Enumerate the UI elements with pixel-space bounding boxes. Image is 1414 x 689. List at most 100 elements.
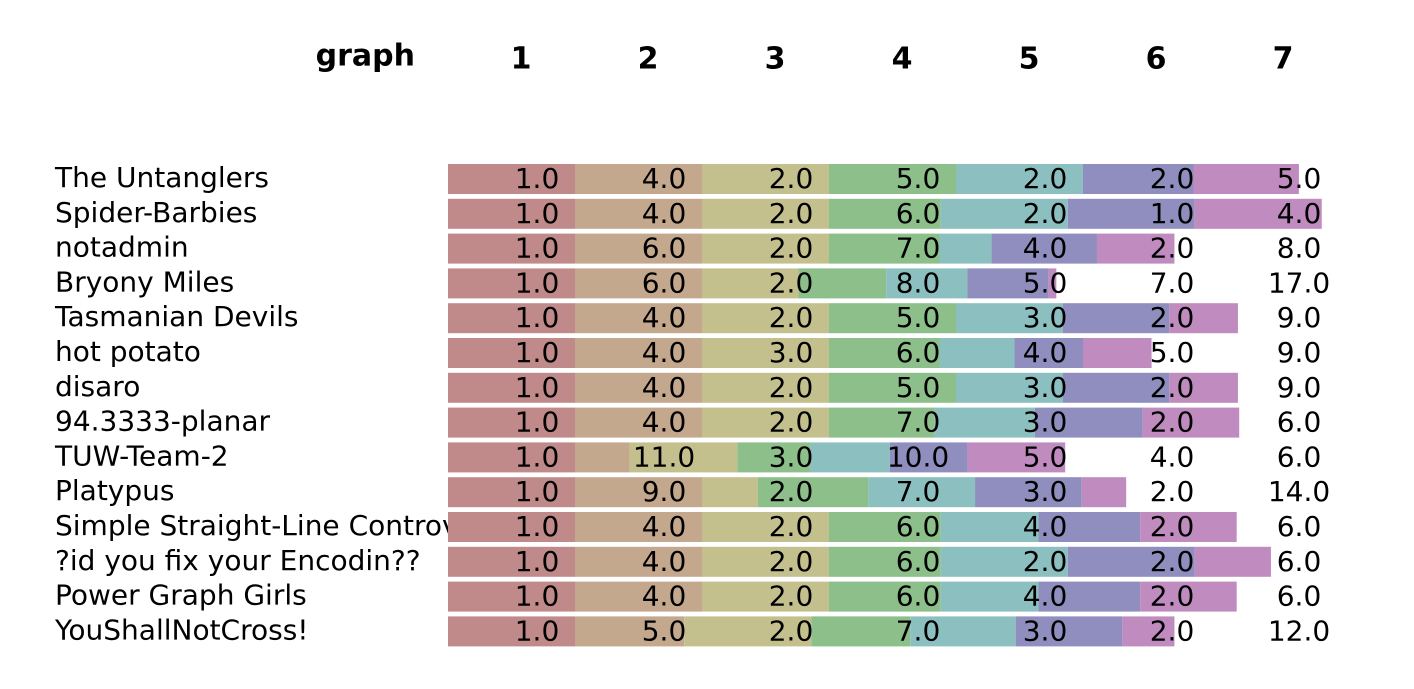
score-segment <box>702 198 829 229</box>
rank-value: 2.0 <box>1150 545 1195 578</box>
score-segment <box>868 477 976 508</box>
score-segment <box>1083 164 1194 194</box>
score-segment <box>829 512 941 542</box>
rank-value: 6.0 <box>896 510 941 543</box>
score-segment <box>629 442 738 473</box>
rank-value: 4.0 <box>1023 336 1068 369</box>
rank-value: 2.0 <box>1150 162 1195 195</box>
score-segment <box>702 546 829 577</box>
rank-value: 7.0 <box>896 232 941 265</box>
rank-value: 12.0 <box>1268 614 1330 647</box>
rank-value: 7.0 <box>1150 266 1195 299</box>
rank-value: 3.0 <box>1023 371 1068 404</box>
rank-value: 3.0 <box>1023 475 1068 508</box>
score-segment <box>829 546 941 577</box>
rank-value: 1.0 <box>515 162 560 195</box>
column-header: 4 <box>892 42 913 77</box>
rank-value: 2.0 <box>1023 545 1068 578</box>
score-segment <box>702 303 829 334</box>
rank-value: 1.0 <box>515 475 560 508</box>
column-header: 3 <box>765 42 786 77</box>
score-segment <box>939 233 992 264</box>
rank-value: 2.0 <box>769 406 814 439</box>
score-segment <box>910 616 1016 647</box>
rank-value: 3.0 <box>1023 406 1068 439</box>
score-segment <box>940 546 1068 577</box>
rank-value: 1.0 <box>1150 197 1195 230</box>
rank-value: 2.0 <box>1023 162 1068 195</box>
rank-value: 4.0 <box>642 580 687 613</box>
score-segment <box>575 268 702 299</box>
team-name: 94.3333-planar <box>55 405 271 438</box>
score-segment <box>575 233 702 264</box>
team-name: TUW-Team-2 <box>54 439 229 472</box>
score-segment <box>448 442 575 473</box>
rank-value: 9.0 <box>642 475 687 508</box>
team-name: Platypus <box>55 474 174 507</box>
rank-value: 6.0 <box>896 197 941 230</box>
score-segment <box>575 372 702 403</box>
rank-value: 2.0 <box>1150 580 1195 613</box>
rank-value: 5.0 <box>896 301 941 334</box>
rank-value: 17.0 <box>1268 266 1330 299</box>
score-segment <box>889 442 968 473</box>
column-header: 1 <box>511 42 532 77</box>
rank-value: 2.0 <box>769 475 814 508</box>
rank-value: 2.0 <box>769 510 814 543</box>
rank-value: 2.0 <box>1150 614 1195 647</box>
score-segment <box>829 233 940 264</box>
column-header: 7 <box>1273 42 1294 77</box>
rank-value: 1.0 <box>515 266 560 299</box>
rank-value: 6.0 <box>1277 440 1322 473</box>
rank-value: 7.0 <box>896 614 941 647</box>
rank-value: 1.0 <box>515 545 560 578</box>
score-segment <box>829 198 941 229</box>
score-segment <box>448 546 575 577</box>
score-segment <box>829 338 940 368</box>
team-name: The Untanglers <box>54 161 269 194</box>
score-segment <box>757 477 869 508</box>
score-segment <box>702 372 829 403</box>
rank-value: 2.0 <box>769 301 814 334</box>
team-name: notadmin <box>55 231 189 264</box>
score-segment <box>702 233 829 264</box>
rank-value: 6.0 <box>1277 406 1322 439</box>
rank-value: 1.0 <box>515 371 560 404</box>
rank-value: 2.0 <box>1150 232 1195 265</box>
rank-value: 6.0 <box>896 336 941 369</box>
rank-value: 6.0 <box>896 545 941 578</box>
team-name: Power Graph Girls <box>55 579 307 612</box>
score-segment <box>448 581 575 612</box>
score-segment <box>1142 407 1240 438</box>
rank-value: 6.0 <box>642 232 687 265</box>
team-name: Simple Straight-Line Controversy <box>55 509 518 542</box>
team-name: ?id you fix your Encodin?? <box>55 544 421 577</box>
score-segment <box>448 477 575 508</box>
rank-value: 4.0 <box>642 197 687 230</box>
score-segment <box>956 372 1063 403</box>
score-segment <box>1067 546 1195 577</box>
score-segment <box>1062 303 1170 334</box>
rank-value: 11.0 <box>633 440 695 473</box>
rank-value: 4.0 <box>642 510 687 543</box>
score-segment <box>1038 512 1141 542</box>
score-segment <box>684 616 812 647</box>
rank-value: 2.0 <box>1150 301 1195 334</box>
score-segment <box>1014 338 1083 368</box>
score-segment <box>1062 372 1170 403</box>
rank-value: 9.0 <box>1277 301 1322 334</box>
rank-value: 1.0 <box>515 197 560 230</box>
score-segment <box>1038 581 1141 612</box>
rank-value: 5.0 <box>642 614 687 647</box>
score-segment <box>575 407 702 438</box>
score-segment <box>448 303 575 334</box>
rank-value: 1.0 <box>515 580 560 613</box>
score-segment <box>886 268 968 299</box>
rank-value: 1.0 <box>515 510 560 543</box>
score-segment <box>829 372 956 403</box>
score-segment <box>1194 546 1271 577</box>
score-segment <box>702 407 829 438</box>
rank-value: 6.0 <box>1277 510 1322 543</box>
team-name: disaro <box>55 370 140 403</box>
score-segment <box>1140 581 1237 612</box>
